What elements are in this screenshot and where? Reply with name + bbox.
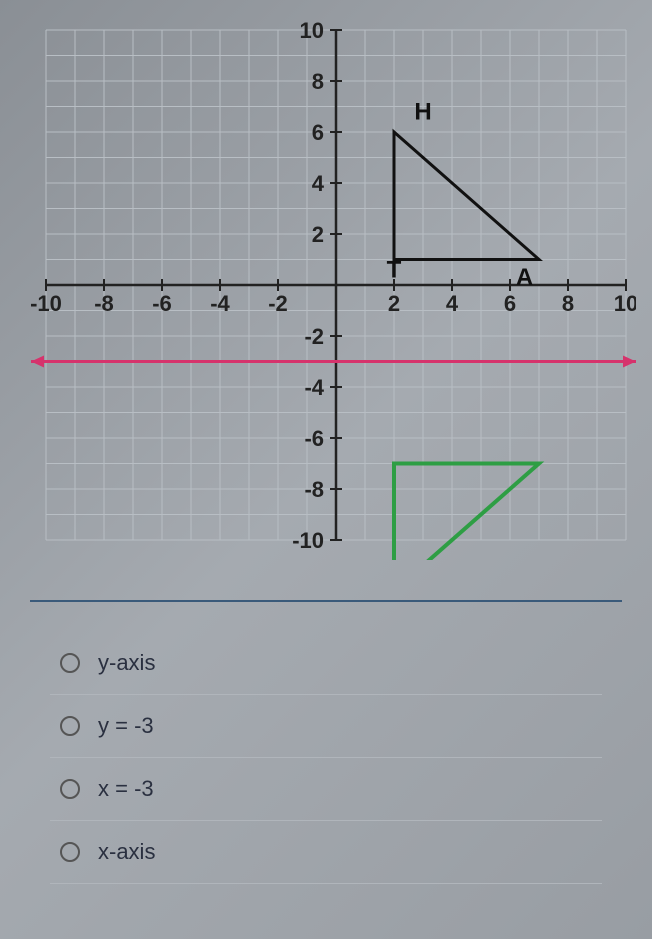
- svg-text:-4: -4: [210, 291, 230, 316]
- option-x-neg3[interactable]: x = -3: [50, 758, 602, 821]
- radio-icon: [60, 653, 80, 673]
- svg-text:-10: -10: [292, 528, 324, 553]
- svg-text:8: 8: [562, 291, 574, 316]
- svg-text:A: A: [516, 264, 533, 291]
- svg-text:-4: -4: [304, 375, 324, 400]
- coordinate-chart: -10 -8 -6 -4 -2 2 4 6 8 10 10 8 6 4 2 -2 -4 -6 -8 -10 H T A: [16, 10, 636, 560]
- option-label: y = -3: [98, 713, 154, 739]
- svg-text:2: 2: [388, 291, 400, 316]
- svg-text:T: T: [387, 256, 402, 283]
- svg-text:6: 6: [312, 120, 324, 145]
- svg-text:H: H: [414, 98, 431, 125]
- radio-icon: [60, 842, 80, 862]
- svg-text:2: 2: [312, 222, 324, 247]
- svg-text:10: 10: [614, 291, 636, 316]
- svg-text:4: 4: [312, 171, 325, 196]
- svg-text:6: 6: [504, 291, 516, 316]
- svg-text:-2: -2: [304, 324, 324, 349]
- section-divider: [30, 600, 622, 602]
- svg-text:-8: -8: [94, 291, 114, 316]
- chart-svg: -10 -8 -6 -4 -2 2 4 6 8 10 10 8 6 4 2 -2 -4 -6 -8 -10 H T A: [16, 10, 636, 560]
- svg-text:10: 10: [300, 18, 324, 43]
- option-x-axis[interactable]: x-axis: [50, 821, 602, 884]
- option-label: x = -3: [98, 776, 154, 802]
- answer-options: y-axis y = -3 x = -3 x-axis: [50, 632, 602, 884]
- option-label: y-axis: [98, 650, 155, 676]
- svg-text:-8: -8: [304, 477, 324, 502]
- svg-text:4: 4: [446, 291, 459, 316]
- radio-icon: [60, 779, 80, 799]
- option-y-neg3[interactable]: y = -3: [50, 695, 602, 758]
- svg-text:-2: -2: [268, 291, 288, 316]
- svg-text:-6: -6: [304, 426, 324, 451]
- svg-text:-6: -6: [152, 291, 172, 316]
- svg-text:8: 8: [312, 69, 324, 94]
- option-label: x-axis: [98, 839, 155, 865]
- svg-text:-10: -10: [30, 291, 62, 316]
- radio-icon: [60, 716, 80, 736]
- option-y-axis[interactable]: y-axis: [50, 632, 602, 695]
